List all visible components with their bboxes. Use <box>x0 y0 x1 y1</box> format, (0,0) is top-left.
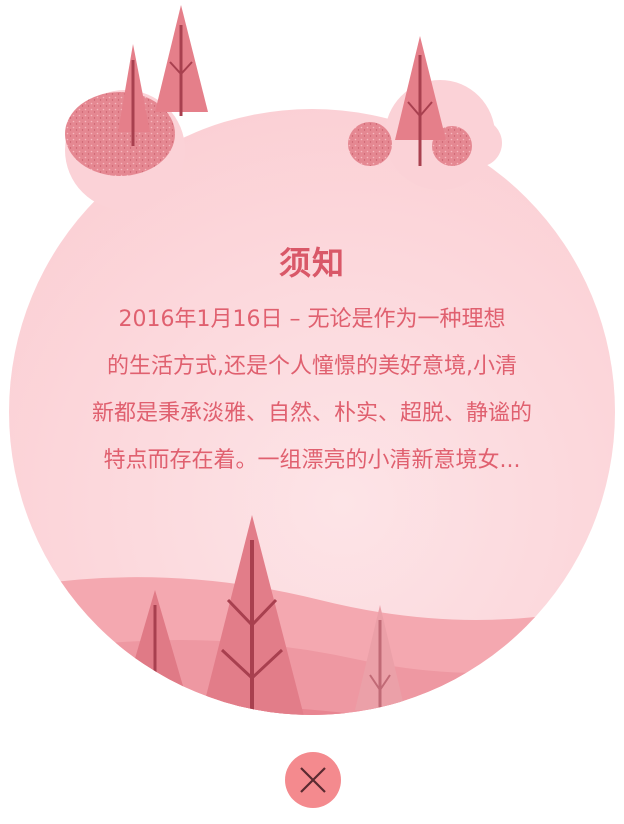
body-line: 新都是秉承淡雅、自然、朴实、超脱、静谧的 <box>91 401 532 426</box>
modal-title: 须知 <box>278 244 345 282</box>
close-button[interactable] <box>285 752 341 808</box>
modal-body-text: 2016年1月16日 – 无论是作为一种理想 的生活方式,还是个人憧憬的美好意境… <box>48 296 576 484</box>
top-left-trees <box>65 5 208 176</box>
close-icon[interactable] <box>285 752 341 808</box>
body-line: 2016年1月16日 – 无论是作为一种理想 <box>118 307 506 332</box>
body-line: 的生活方式,还是个人憧憬的美好意境,小清 <box>107 354 517 379</box>
body-line: 特点而存在着。一组漂亮的小清新意境女... <box>103 448 521 473</box>
top-right-trees <box>348 36 472 166</box>
